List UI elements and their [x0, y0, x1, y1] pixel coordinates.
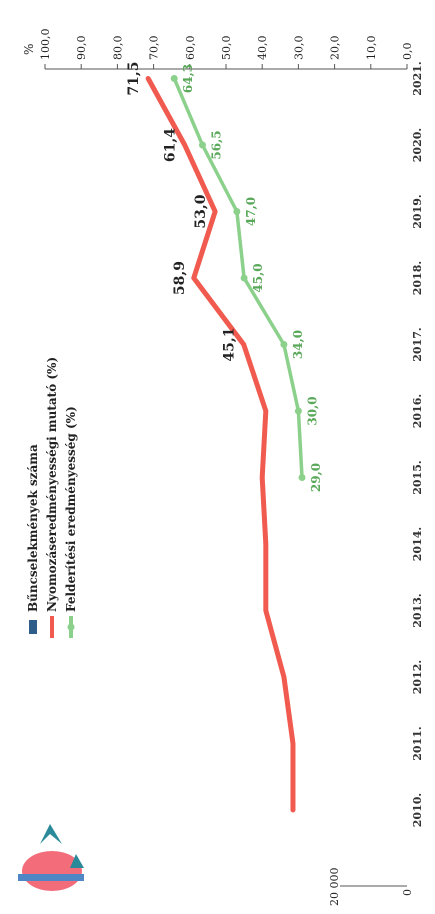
right-tick-label: 10,0 — [365, 36, 378, 61]
legend-label: Felderítési eredményesség (%) — [64, 406, 78, 612]
data-labels: 45,1 58,9 53,0 61,4 71,5 29,0 30,0 34,0 45,0 47,0… — [126, 61, 323, 492]
right-tick-label: 100,0 — [39, 29, 52, 61]
logo-band — [18, 874, 84, 881]
x-tick-label: 2010. — [411, 793, 424, 827]
right-tick-label: 0,0 — [401, 43, 414, 61]
data-label-nyomozas: 71,5 — [126, 61, 142, 95]
series-point — [298, 474, 306, 481]
series-point — [240, 274, 248, 282]
data-label-felderitesi: 30,0 — [305, 396, 319, 425]
x-tick-label: 2019. — [411, 194, 424, 228]
logo-disc — [22, 851, 82, 891]
right-tick-label: 60,0 — [184, 36, 197, 61]
x-tick-label: 2017. — [411, 327, 424, 361]
legend-swatch-dot — [67, 623, 75, 631]
data-label-nyomozas: 45,1 — [222, 327, 238, 361]
logo-emblem — [70, 854, 84, 868]
x-tick-label: 2015. — [411, 460, 424, 494]
x-tick-label: 2018. — [411, 261, 424, 295]
series-point — [280, 341, 288, 348]
right-tick-label: 30,0 — [292, 36, 305, 61]
legend: Bűncselekmények száma Nyomozáseredményess… — [26, 357, 78, 638]
right-tick-label: 80,0 — [111, 36, 124, 61]
logo-crown — [40, 824, 62, 844]
right-tick-label: 40,0 — [256, 36, 269, 61]
data-label-felderitesi: 29,0 — [309, 463, 323, 492]
x-tick-label: 2011. — [411, 726, 424, 760]
x-tick-label: 2013. — [411, 593, 424, 627]
series-point — [294, 407, 302, 415]
right-tick-label: 70,0 — [148, 36, 161, 61]
series-point — [198, 141, 206, 149]
series-lines — [145, 75, 306, 813]
series-point — [170, 75, 178, 82]
x-tick-label: 2021. — [411, 61, 424, 95]
right-tick-label: 90,0 — [75, 36, 88, 61]
right-tick-label: 20,0 — [329, 36, 342, 61]
data-label-felderitesi: 45,0 — [251, 263, 265, 292]
x-tick-label: 2016. — [411, 394, 424, 428]
data-label-felderitesi: 64,3 — [181, 64, 195, 93]
data-label-felderitesi: 47,0 — [244, 197, 258, 226]
logo — [18, 824, 84, 891]
right-axis-unit: % — [22, 44, 36, 55]
x-tick-label: 2014. — [411, 527, 424, 561]
x-tick-label: 2012. — [411, 660, 424, 694]
data-label-nyomozas: 53,0 — [193, 194, 209, 228]
axes: 0,0 10,0 20,0 30,0 40,0 50,0 60,0 70,0 80,0 90,0 1… — [22, 29, 424, 907]
data-label-felderitesi: 56,5 — [209, 130, 223, 159]
data-label-nyomozas: 61,4 — [163, 128, 179, 162]
legend-label: Nyomozáseredményességi mutató (%) — [45, 357, 59, 612]
right-tick-label: 50,0 — [220, 36, 233, 61]
left-tick-label: 0 — [401, 889, 414, 896]
series-point — [233, 208, 241, 215]
legend-swatch — [29, 620, 37, 634]
data-label-nyomozas: 58,9 — [172, 261, 188, 295]
series-line-nyomozas — [145, 76, 296, 813]
left-tick-label: 20 000 — [328, 868, 341, 907]
data-label-felderitesi: 34,0 — [291, 330, 305, 359]
legend-label: Bűncselekmények száma — [26, 444, 40, 612]
x-tick-label: 2020. — [411, 128, 424, 162]
